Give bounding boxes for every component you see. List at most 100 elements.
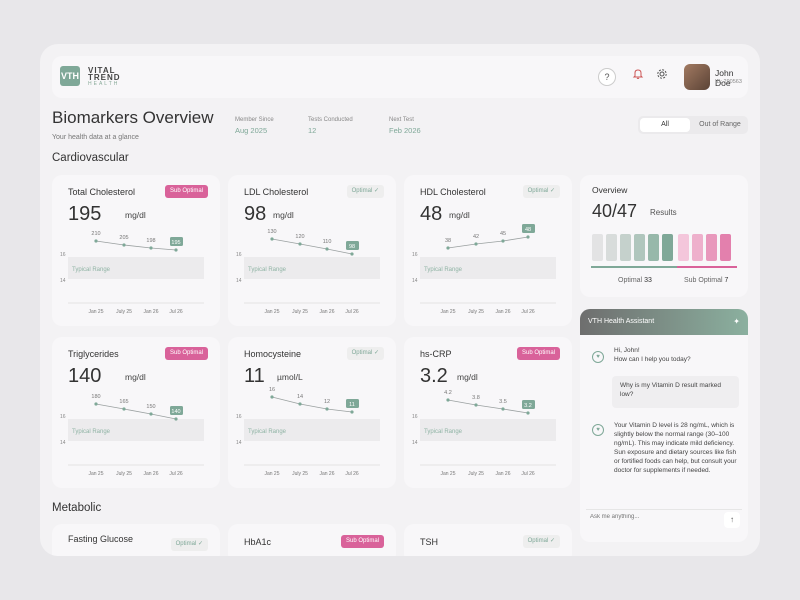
- sparkle-icon[interactable]: ✦: [733, 317, 740, 326]
- card-triglycerides[interactable]: Triglycerides Sub Optimal 140 mg/dl 16 14 T…: [52, 337, 220, 488]
- data-label: 3.8: [472, 395, 480, 401]
- typical-range-label: Typical Range: [72, 267, 111, 273]
- x-tick-label: Jan 25: [88, 471, 103, 477]
- card-tsh[interactable]: TSH Optimal ✓: [404, 524, 572, 556]
- trend-chart: 16 14 Typical Range 4.2 3.8 3.5 3.2 Jan 25 July …: [412, 390, 556, 477]
- data-point: [501, 407, 505, 411]
- data-point: [270, 237, 274, 241]
- latest-value-chip: [522, 400, 535, 409]
- y-tick-label: 16: [412, 414, 418, 420]
- avatar[interactable]: [684, 64, 710, 90]
- data-label: 48: [525, 227, 531, 233]
- chat-input[interactable]: [590, 514, 710, 520]
- data-label: 3.5: [499, 399, 507, 405]
- data-label: 16: [269, 387, 275, 393]
- meta-tests-conducted: Tests Conducted 12: [308, 117, 353, 135]
- x-tick-label: Jul 26: [169, 471, 183, 477]
- data-label: 210: [91, 231, 100, 237]
- page-title: Biomarkers Overview: [52, 108, 214, 127]
- y-tick-label: 14: [60, 278, 66, 284]
- data-point: [122, 243, 126, 247]
- card-title: Fasting Glucose: [68, 534, 134, 544]
- x-tick-label: Jan 25: [440, 471, 455, 477]
- trend-line: [447, 236, 529, 249]
- data-point: [526, 235, 530, 239]
- overview-value: 40/47: [592, 201, 638, 221]
- card-hdl-cholesterol[interactable]: HDL Cholesterol Optimal ✓ 48 mg/dl 16 14 Ty…: [404, 175, 572, 326]
- typical-range-band: [244, 419, 380, 441]
- data-label: 11: [349, 402, 355, 408]
- trend-line: [271, 396, 353, 413]
- data-label: 45: [500, 231, 506, 237]
- x-tick-label: Jan 26: [319, 309, 334, 315]
- data-point: [298, 242, 302, 246]
- data-point: [350, 410, 354, 414]
- data-point: [149, 246, 153, 250]
- data-point: [474, 403, 478, 407]
- bot-shield-icon: ♥: [592, 351, 604, 363]
- data-label: 180: [91, 394, 100, 400]
- x-tick-label: July 25: [292, 309, 308, 315]
- card-total-cholesterol[interactable]: Total Cholesterol Sub Optimal 195 mg/dl 1…: [52, 175, 220, 326]
- status-badge: Sub Optimal: [164, 347, 208, 360]
- card-hs-crp[interactable]: hs-CRP Sub Optimal 3.2 mg/dl 16 14 Typical …: [404, 337, 572, 488]
- x-tick-label: Jan 26: [495, 471, 510, 477]
- card-homocysteine[interactable]: Homocysteine Optimal ✓ 11 µmol/L 16 14 Typi…: [228, 337, 396, 488]
- page-subtitle: Your health data at a glance: [52, 134, 139, 141]
- y-tick-label: 16: [412, 252, 418, 258]
- x-tick-label: Jan 25: [440, 309, 455, 315]
- trend-chart: 16 14 Typical Range 130 120 110 98 Jan 25 July 2…: [236, 229, 380, 315]
- data-point: [174, 417, 178, 421]
- data-label: 4.2: [444, 390, 452, 396]
- typical-range-label: Typical Range: [424, 267, 463, 273]
- y-tick-label: 14: [412, 278, 418, 284]
- y-tick-label: 14: [412, 440, 418, 446]
- app-window: VTH VITAL TREND HEALTH ? John Doe ID: 29…: [40, 44, 760, 556]
- user-name: John Doe: [715, 68, 734, 88]
- x-tick-label: July 25: [292, 471, 308, 477]
- value-unit: mg/dl: [125, 210, 146, 220]
- card-hba1c[interactable]: HbA1c Sub Optimal: [228, 524, 396, 556]
- status-badge: Sub Optimal: [340, 535, 384, 548]
- card-title: HbA1c: [244, 537, 272, 547]
- bell-icon[interactable]: [629, 68, 647, 86]
- filter-all[interactable]: All: [640, 118, 690, 132]
- card-title: Homocysteine: [244, 349, 302, 359]
- data-point: [94, 239, 98, 243]
- card-fasting-glucose[interactable]: Fasting Glucose Optimal ✓: [52, 524, 220, 556]
- x-tick-label: Jan 26: [143, 309, 158, 315]
- x-tick-label: Jan 26: [143, 471, 158, 477]
- data-point: [474, 242, 478, 246]
- latest-value-chip: [346, 241, 359, 250]
- data-point: [501, 239, 505, 243]
- data-label: 165: [119, 399, 128, 405]
- top-header: VTH VITAL TREND HEALTH ? John Doe ID: 29…: [52, 56, 748, 98]
- trend-line: [95, 403, 177, 420]
- trend-chart: 16 14 Typical Range 180 165 150 140 Jan 25 July …: [60, 394, 204, 477]
- data-label: 38: [445, 238, 451, 244]
- card-ldl-cholesterol[interactable]: LDL Cholesterol Optimal ✓ 98 mg/dl 16 14 Ty…: [228, 175, 396, 326]
- data-label: 198: [146, 238, 155, 244]
- data-label: 3.2: [524, 403, 532, 409]
- brand-logo[interactable]: VTH: [60, 66, 80, 86]
- data-point: [149, 412, 153, 416]
- card-title: hs-CRP: [420, 349, 452, 359]
- user-id: ID: 290563: [715, 79, 742, 85]
- sub-optimal-legend: Sub Optimal 7: [684, 277, 729, 284]
- x-tick-label: Jan 26: [319, 471, 334, 477]
- value-unit: mg/dl: [125, 372, 146, 382]
- x-tick-label: Jan 25: [264, 309, 279, 315]
- data-point: [325, 407, 329, 411]
- current-value: 140: [68, 365, 102, 387]
- y-tick-label: 14: [236, 278, 242, 284]
- filter-out-of-range[interactable]: Out of Range: [699, 121, 741, 128]
- user-message: Why is my Vitamin D result marked low?: [612, 376, 739, 408]
- card-title: Triglycerides: [68, 349, 119, 359]
- data-point: [446, 398, 450, 402]
- optimal-legend: Optimal 33: [618, 277, 652, 284]
- gear-icon[interactable]: [653, 68, 671, 86]
- data-point: [298, 402, 302, 406]
- send-arrow-icon[interactable]: ↑: [724, 512, 740, 528]
- question-icon[interactable]: ?: [598, 68, 616, 86]
- y-tick-label: 16: [236, 414, 242, 420]
